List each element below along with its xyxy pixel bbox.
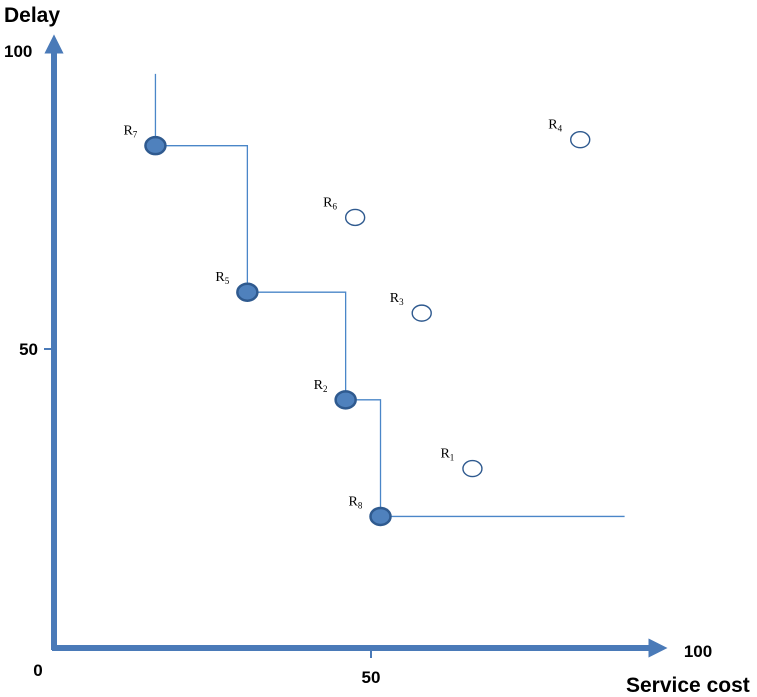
label-r6: R6 [323, 195, 337, 211]
tick-labels: 0 50 100 50 100 [4, 42, 712, 687]
x-tick-label: 50 [362, 668, 381, 687]
point-r6 [344, 208, 366, 227]
x-tick-label: 100 [684, 642, 712, 661]
label-r5: R5 [215, 270, 229, 286]
pareto-frontier [154, 73, 625, 518]
point-r8 [369, 506, 392, 527]
point-labels: R1 R2 R3 R4 R5 R6 R7 R8 [123, 118, 562, 511]
x-axis-title: Service cost [626, 674, 750, 697]
axes [44, 34, 668, 658]
label-r2: R2 [314, 378, 328, 394]
x-tick-label: 0 [33, 661, 42, 680]
label-r3: R3 [390, 291, 404, 307]
data-points [144, 130, 591, 527]
point-r4 [570, 130, 591, 149]
point-r2 [334, 390, 357, 410]
point-r7 [144, 135, 167, 156]
point-r1 [462, 459, 483, 478]
point-r5 [236, 282, 259, 302]
y-tick-label: 100 [4, 42, 32, 61]
point-r3 [411, 304, 432, 322]
y-axis-title: Delay [4, 4, 60, 27]
y-tick-label: 50 [19, 340, 38, 359]
label-r7: R7 [123, 124, 137, 140]
label-r4: R4 [548, 118, 562, 134]
label-r1: R1 [440, 447, 454, 463]
frontier-line [154, 73, 625, 518]
label-r8: R8 [349, 494, 363, 510]
